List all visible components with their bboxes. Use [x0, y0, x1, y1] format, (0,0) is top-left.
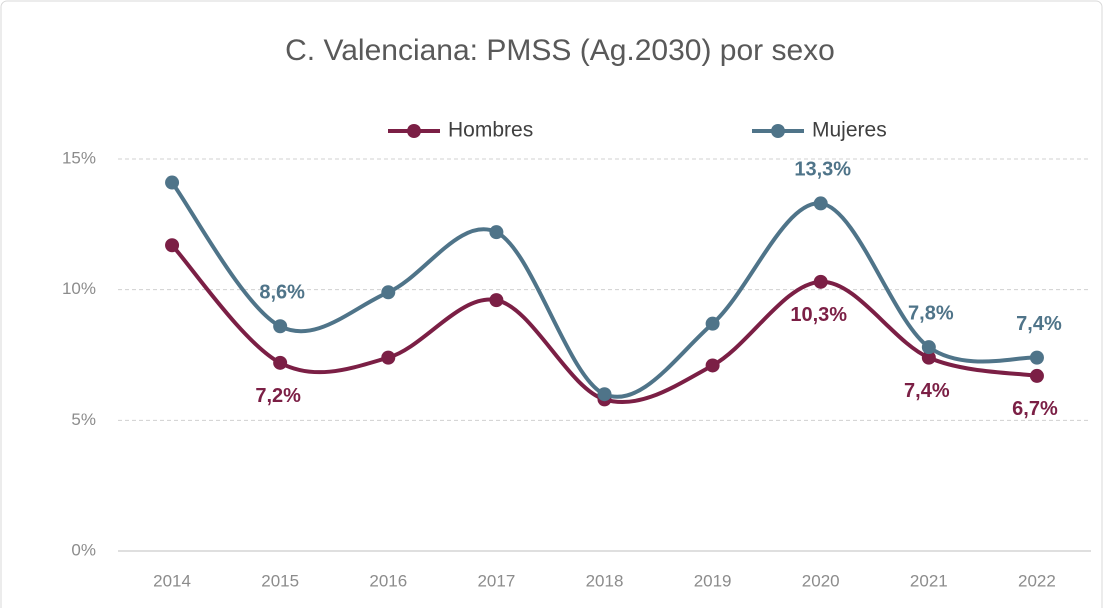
y-tick-label: 10%: [62, 279, 96, 298]
data-point: [273, 319, 288, 334]
x-tick-label: 2014: [153, 571, 191, 590]
data-label: 13,3%: [794, 159, 851, 181]
y-tick-label: 5%: [71, 410, 96, 429]
data-point: [597, 387, 612, 402]
x-tick-label: 2015: [261, 571, 299, 590]
data-point: [705, 358, 720, 373]
data-point: [1029, 350, 1044, 365]
legend-marker: [771, 124, 785, 138]
data-label: 8,6%: [259, 282, 305, 304]
data-label: 7,2%: [255, 385, 301, 407]
data-label: 10,3%: [790, 304, 847, 326]
data-point: [921, 340, 936, 355]
x-tick-label: 2017: [477, 571, 515, 590]
data-point: [489, 293, 504, 308]
data-point: [381, 350, 396, 365]
legend-label: Hombres: [448, 119, 533, 142]
x-tick-label: 2016: [369, 571, 407, 590]
data-point: [489, 225, 504, 240]
data-label: 6,7%: [1012, 398, 1058, 420]
chart-title: C. Valenciana: PMSS (Ag.2030) por sexo: [285, 34, 835, 67]
y-tick-label: 15%: [62, 148, 96, 167]
data-point: [813, 274, 828, 289]
data-point: [921, 350, 936, 365]
x-tick-label: 2019: [694, 571, 732, 590]
data-point: [165, 175, 180, 190]
data-point: [1029, 368, 1044, 383]
data-point: [705, 316, 720, 331]
legend-marker: [407, 124, 421, 138]
legend-label: Mujeres: [812, 119, 887, 142]
data-label: 7,4%: [904, 380, 950, 402]
data-point: [273, 355, 288, 370]
data-label: 7,4%: [1016, 313, 1062, 335]
data-point: [381, 285, 396, 300]
data-point: [165, 238, 180, 253]
x-tick-label: 2020: [802, 571, 840, 590]
x-tick-label: 2018: [586, 571, 624, 590]
data-label: 7,8%: [908, 302, 954, 324]
y-tick-label: 0%: [71, 540, 96, 559]
x-tick-label: 2021: [910, 571, 948, 590]
x-tick-label: 2022: [1018, 571, 1056, 590]
data-point: [813, 196, 828, 211]
